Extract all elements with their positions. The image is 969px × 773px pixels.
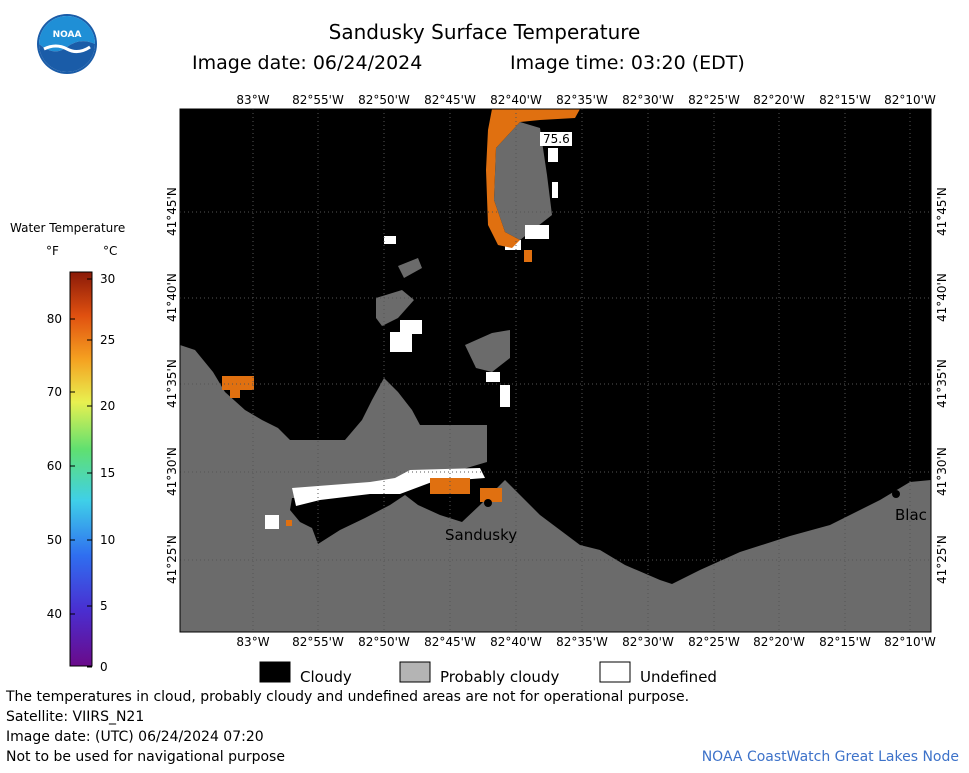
lon-label-bottom: 82°20'W [753, 635, 805, 649]
legend-f-tick: 50 [47, 533, 62, 547]
footer-utc-date: Image date: (UTC) 06/24/2024 07:20 [6, 729, 264, 745]
lat-label-right: 41°40'N [935, 273, 949, 322]
place-sandusky: Sandusky [445, 526, 517, 544]
lon-label-bottom: 82°10'W [884, 635, 936, 649]
temp-label: 75.6 [543, 132, 570, 146]
lon-label-top: 82°40'W [490, 93, 542, 107]
key-undefined-label: Undefined [640, 668, 717, 686]
lon-label-bottom: 82°55'W [292, 635, 344, 649]
lon-label-top: 83°W [236, 93, 269, 107]
key-cloudy-swatch [259, 661, 291, 683]
probably-cloudy-area [465, 330, 510, 372]
lon-label-bottom: 82°50'W [358, 635, 410, 649]
lat-label-right: 41°25'N [935, 535, 949, 584]
lon-label-bottom: 82°25'W [688, 635, 740, 649]
legend-f-tick: 40 [47, 607, 62, 621]
key-cloudy-label: Cloudy [300, 668, 352, 686]
lat-label-right: 41°45'N [935, 187, 949, 236]
lon-label-bottom: 82°30'W [622, 635, 674, 649]
logo-text: NOAA [53, 30, 82, 40]
map-frame [179, 108, 932, 633]
noaa-logo: NOAA [37, 14, 97, 74]
legend-unit-c: °C [103, 244, 118, 258]
lon-label-top: 82°45'W [424, 93, 476, 107]
place-blac: Blac [895, 506, 927, 524]
lon-label-top: 82°25'W [688, 93, 740, 107]
blac-marker [892, 490, 900, 498]
land-area [180, 345, 931, 632]
key-probably-cloudy-swatch [399, 661, 431, 683]
lon-label-top: 82°30'W [622, 93, 674, 107]
legend-c-tick: 0 [100, 660, 108, 674]
legend-f-tick: 60 [47, 459, 62, 473]
temp-label-box [540, 132, 572, 146]
footer-nav-warning: Not to be used for navigational purpose [6, 749, 285, 765]
lat-label-left: 41°25'N [165, 535, 179, 584]
lat-label-right: 41°35'N [935, 359, 949, 408]
warm-water-area [222, 109, 580, 526]
lat-label-left: 41°35'N [165, 359, 179, 408]
map-title: Sandusky Surface Temperature [328, 20, 641, 44]
probably-cloudy-area [494, 122, 552, 240]
lat-label-left: 41°30'N [165, 447, 179, 496]
lon-label-bottom: 82°15'W [819, 635, 871, 649]
lon-label-bottom: 82°40'W [490, 635, 542, 649]
probably-cloudy-area [398, 258, 422, 278]
temperature-colorbar [69, 271, 93, 667]
lon-label-top: 82°55'W [292, 93, 344, 107]
legend-c-tick: 10 [100, 533, 115, 547]
legend-f-tick: 70 [47, 385, 62, 399]
footer-satellite: Satellite: VIIRS_N21 [6, 709, 145, 725]
image-time: Image time: 03:20 (EDT) [510, 52, 745, 74]
lon-label-top: 82°35'W [556, 93, 608, 107]
footer-note: The temperatures in cloud, probably clou… [6, 689, 690, 705]
key-probably-cloudy-label: Probably cloudy [440, 668, 560, 686]
lon-label-top: 82°10'W [884, 93, 936, 107]
image-date: Image date: 06/24/2024 [192, 52, 423, 74]
lat-label-right: 41°30'N [935, 447, 949, 496]
legend-c-tick: 20 [100, 399, 115, 413]
legend-c-tick: 25 [100, 333, 115, 347]
probably-cloudy-area [376, 290, 414, 326]
legend-c-tick: 5 [100, 599, 108, 613]
lat-label-left: 41°45'N [165, 187, 179, 236]
lon-label-top: 82°50'W [358, 93, 410, 107]
lon-label-bottom: 82°35'W [556, 635, 608, 649]
lon-label-top: 82°15'W [819, 93, 871, 107]
lat-label-left: 41°40'N [165, 273, 179, 322]
legend-c-tick: 30 [100, 272, 115, 286]
undefined-area [265, 148, 558, 529]
legend-unit-f: °F [46, 244, 59, 258]
lon-label-bottom: 83°W [236, 635, 269, 649]
lon-label-top: 82°20'W [753, 93, 805, 107]
lon-label-bottom: 82°45'W [424, 635, 476, 649]
legend-c-tick: 15 [100, 466, 115, 480]
legend-f-tick: 80 [47, 312, 62, 326]
legend-title: Water Temperature [10, 221, 126, 235]
sandusky-marker [484, 499, 492, 507]
footer-credit: NOAA CoastWatch Great Lakes Node [701, 749, 959, 765]
key-undefined-swatch [599, 661, 631, 683]
